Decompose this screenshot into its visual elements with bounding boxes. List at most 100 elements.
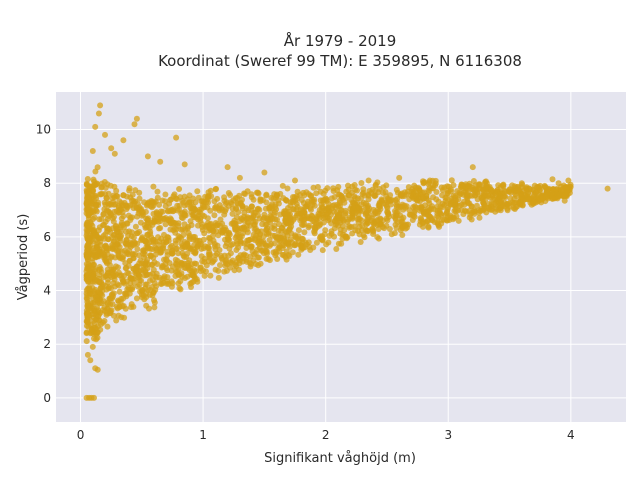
- scatter-point: [102, 191, 109, 197]
- scatter-point: [167, 197, 174, 203]
- scatter-point: [252, 225, 259, 232]
- scatter-point: [107, 182, 114, 189]
- scatter-point: [292, 177, 298, 184]
- scatter-point: [288, 223, 295, 230]
- scatter-point: [229, 257, 236, 264]
- scatter-point: [430, 182, 437, 189]
- scatter-point: [502, 194, 509, 201]
- scatter-point: [136, 204, 143, 211]
- scatter-point: [311, 219, 318, 226]
- x-tick-label: 4: [567, 428, 575, 442]
- scatter-point: [352, 205, 359, 211]
- scatter-point: [320, 190, 327, 197]
- scatter-point: [221, 268, 228, 275]
- scatter-point: [282, 197, 289, 203]
- scatter-point: [98, 216, 105, 222]
- y-axis-title: Vågperiod (s): [16, 214, 31, 301]
- y-tick-label: 0: [43, 391, 51, 405]
- scatter-point: [300, 244, 307, 251]
- scatter-point: [160, 242, 167, 248]
- scatter-point: [92, 123, 99, 130]
- scatter-point: [181, 193, 188, 200]
- scatter-point: [90, 271, 97, 278]
- scatter-point: [507, 195, 514, 202]
- scatter-point: [298, 197, 305, 203]
- scatter-point: [549, 195, 556, 202]
- scatter-point: [306, 215, 313, 222]
- scatter-point: [275, 227, 282, 234]
- scatter-point: [204, 215, 211, 222]
- scatter-point: [224, 261, 231, 268]
- scatter-point: [159, 197, 166, 204]
- scatter-point: [282, 215, 289, 222]
- scatter-point: [198, 268, 204, 275]
- x-tick-label: 1: [199, 428, 207, 442]
- scatter-point: [273, 191, 280, 198]
- scatter-point: [537, 182, 544, 189]
- scatter-point: [192, 199, 199, 206]
- scatter-point: [192, 268, 199, 275]
- scatter-point: [439, 192, 446, 199]
- scatter-point: [108, 307, 115, 314]
- scatter-point: [174, 268, 181, 275]
- scatter-point: [205, 258, 212, 265]
- scatter-point: [356, 231, 363, 238]
- scatter-point: [270, 195, 277, 202]
- y-tick-label: 6: [43, 230, 51, 244]
- scatter-point: [110, 225, 116, 232]
- scatter-point: [154, 194, 161, 201]
- scatter-point: [263, 226, 270, 233]
- scatter-point: [217, 228, 224, 235]
- scatter-point: [372, 210, 379, 217]
- scatter-point: [268, 214, 275, 220]
- scatter-point: [83, 287, 90, 294]
- scatter-point: [236, 174, 243, 181]
- scatter-point: [173, 261, 180, 268]
- scatter-point: [149, 270, 156, 277]
- scatter-point: [100, 222, 106, 229]
- scatter-point: [91, 261, 98, 268]
- scatter-point: [212, 222, 219, 229]
- scatter-point: [307, 247, 314, 253]
- scatter-point: [466, 214, 473, 221]
- scatter-point: [360, 189, 367, 196]
- scatter-point: [114, 193, 121, 200]
- scatter-point: [248, 236, 255, 243]
- scatter-point: [294, 203, 301, 210]
- scatter-point: [338, 240, 345, 247]
- scatter-point: [131, 121, 138, 128]
- scatter-point: [295, 227, 302, 234]
- scatter-point: [123, 228, 130, 235]
- scatter-point: [357, 239, 364, 245]
- scatter-point: [392, 197, 399, 204]
- scatter-point: [157, 158, 164, 165]
- scatter-point: [179, 260, 185, 267]
- scatter-point: [211, 198, 218, 205]
- scatter-point: [331, 202, 338, 209]
- scatter-point: [201, 199, 208, 205]
- scatter-point: [281, 211, 288, 217]
- scatter-point: [258, 228, 265, 235]
- scatter-point: [137, 219, 144, 226]
- scatter-point: [92, 286, 99, 293]
- y-tick-label: 2: [43, 337, 51, 351]
- scatter-point: [243, 226, 250, 233]
- scatter-point: [154, 188, 161, 195]
- scatter-point: [531, 199, 538, 205]
- scatter-point: [556, 191, 563, 198]
- x-tick-label: 2: [322, 428, 330, 442]
- scatter-point: [532, 189, 539, 196]
- scatter-point: [104, 300, 111, 307]
- scatter-point: [206, 253, 213, 259]
- scatter-point: [311, 228, 318, 235]
- scatter-point: [146, 305, 152, 312]
- scatter-point: [455, 217, 462, 224]
- scatter-point: [537, 194, 544, 201]
- scatter-point: [159, 263, 166, 270]
- scatter-point: [425, 187, 432, 194]
- scatter-point: [97, 191, 104, 198]
- scatter-point: [342, 233, 349, 240]
- scatter-point: [488, 207, 495, 213]
- scatter-point: [284, 232, 291, 239]
- scatter-point: [191, 246, 198, 253]
